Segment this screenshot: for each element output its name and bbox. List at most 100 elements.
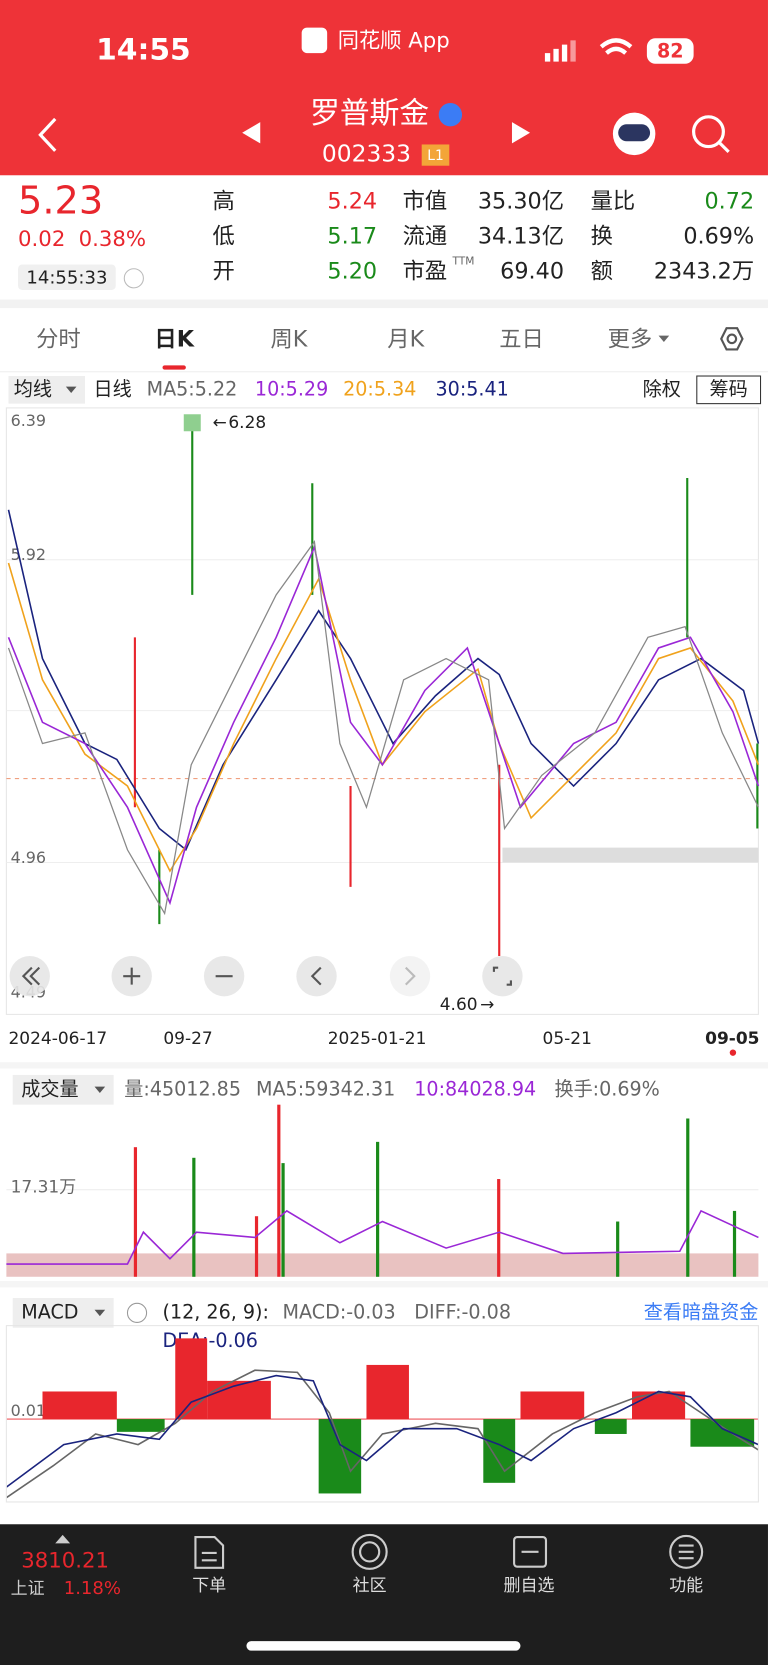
high-arrow: ←	[212, 413, 226, 433]
nav-item[interactable]: 删自选	[503, 1576, 554, 1596]
level-badge	[421, 144, 450, 166]
ma20-line	[7, 562, 760, 873]
stat-label: 开	[212, 258, 234, 284]
ma30: 30:5.41	[436, 377, 509, 400]
chips-button[interactable]	[696, 375, 762, 405]
verified-icon	[438, 103, 463, 127]
caret	[94, 1309, 106, 1317]
back-button[interactable]	[38, 117, 57, 152]
app-name[interactable]: 同花顺 App	[338, 28, 450, 53]
date-label: 09-27	[163, 1029, 212, 1049]
date-label: 2024-06-17	[8, 1029, 107, 1049]
indicator: 均线	[14, 377, 52, 400]
adjust[interactable]: 除权	[643, 377, 681, 400]
settings-icon[interactable]	[720, 327, 744, 351]
prev-stock[interactable]	[242, 122, 261, 144]
volume-stat: 10:84028.94	[414, 1077, 536, 1100]
candles	[133, 424, 759, 956]
icon	[21, 966, 41, 986]
macd-params: (12, 26, 9):	[163, 1300, 269, 1323]
icon	[310, 966, 322, 986]
high-marker	[183, 414, 201, 432]
price: 5.23	[18, 179, 103, 223]
tab[interactable]: 月K	[387, 326, 425, 352]
dark-pool-link[interactable]: 查看暗盘资金	[644, 1300, 759, 1323]
step-forward[interactable]	[389, 955, 431, 997]
signal-icon	[544, 40, 576, 62]
tab-active[interactable]: 日K	[154, 326, 194, 352]
volume-bars	[6, 1104, 759, 1277]
up-arrow	[55, 1534, 71, 1544]
volume-ma	[6, 1209, 759, 1265]
high-label: 6.28	[228, 413, 266, 433]
today-dot	[729, 1049, 737, 1056]
ma30-line	[7, 509, 760, 852]
divider	[0, 299, 768, 309]
tab-indicator	[162, 365, 186, 370]
ma5-line	[7, 540, 759, 916]
ma20: 20:5.34	[343, 377, 416, 400]
help-icon[interactable]	[126, 1302, 148, 1323]
stat-label: 低	[212, 223, 234, 249]
tabs: 分时 日K 周K 月K 五日 更多	[36, 326, 652, 352]
ma10-line	[7, 544, 760, 906]
battery-level: 82	[657, 40, 684, 63]
index-pct: 1.18%	[64, 1578, 121, 1599]
stat-value: 5.24	[327, 188, 377, 214]
date-label: 2025-01-21	[328, 1029, 427, 1049]
tab[interactable]: 五日	[499, 326, 544, 352]
icon	[405, 966, 416, 986]
status-time: 14:55	[96, 32, 191, 67]
info-icon[interactable]	[123, 268, 144, 289]
next-stock[interactable]	[511, 122, 531, 144]
nav-icons	[194, 1533, 704, 1570]
index-value[interactable]: 3810.21	[21, 1548, 109, 1573]
stat-sup: TTM	[451, 254, 474, 267]
stat-label: 流通	[403, 223, 448, 249]
volume-select[interactable]	[12, 1074, 114, 1105]
more-caret	[658, 335, 670, 343]
volume-y-label: 17.31万	[11, 1178, 77, 1198]
step-back[interactable]	[296, 955, 337, 997]
tab[interactable]: 周K	[270, 326, 308, 352]
home-indicator	[246, 1641, 521, 1651]
nav-item[interactable]: 功能	[669, 1576, 703, 1596]
macd-frame	[5, 1325, 759, 1503]
search-handle	[717, 141, 730, 154]
chips: 筹码	[710, 377, 748, 400]
stat-value: 0.69%	[683, 223, 754, 249]
icon	[492, 966, 512, 986]
nav-item[interactable]: 社区	[353, 1576, 387, 1596]
macd-stat: MACD:-0.03	[283, 1300, 396, 1323]
level-text: L1	[427, 148, 443, 164]
tab[interactable]: 分时	[36, 326, 81, 352]
search-icon[interactable]	[692, 115, 725, 149]
fullscreen[interactable]	[482, 955, 523, 997]
macd-select[interactable]	[12, 1298, 114, 1328]
stat-label: 市值	[403, 188, 448, 214]
change-pct: 0.38%	[79, 227, 146, 252]
stat-value: 5.17	[327, 223, 377, 249]
robot-face	[618, 124, 651, 142]
low-label: 4.60	[440, 995, 478, 1015]
macd-y-label: 0.01	[11, 1401, 46, 1420]
x-labels: 2024-06-17 09-27 2025-01-21 05-21 09-05	[8, 1029, 759, 1049]
nav-items: 下单 社区 删自选 功能	[192, 1576, 703, 1596]
nav-item[interactable]: 下单	[192, 1576, 226, 1596]
kline-grid	[6, 559, 759, 864]
y-label: 5.92	[11, 545, 46, 564]
stats: 高 5.24 低 5.17 开 5.20 市值 35.30亿 流通 34.13亿…	[212, 188, 754, 284]
ma5: MA5:5.22	[147, 377, 238, 400]
divider	[0, 1281, 768, 1288]
divider	[0, 1062, 768, 1069]
dea-line	[5, 1374, 759, 1488]
volume-stat: 换手:0.69%	[554, 1077, 659, 1100]
stat-value: 69.40	[500, 258, 564, 284]
date-label: 09-05	[705, 1029, 759, 1049]
tab[interactable]: 更多	[608, 326, 653, 352]
ma10: 10:5.29	[255, 377, 328, 400]
change: 0.02	[18, 227, 65, 252]
caret	[65, 386, 77, 394]
stat-label: 换	[591, 223, 613, 249]
